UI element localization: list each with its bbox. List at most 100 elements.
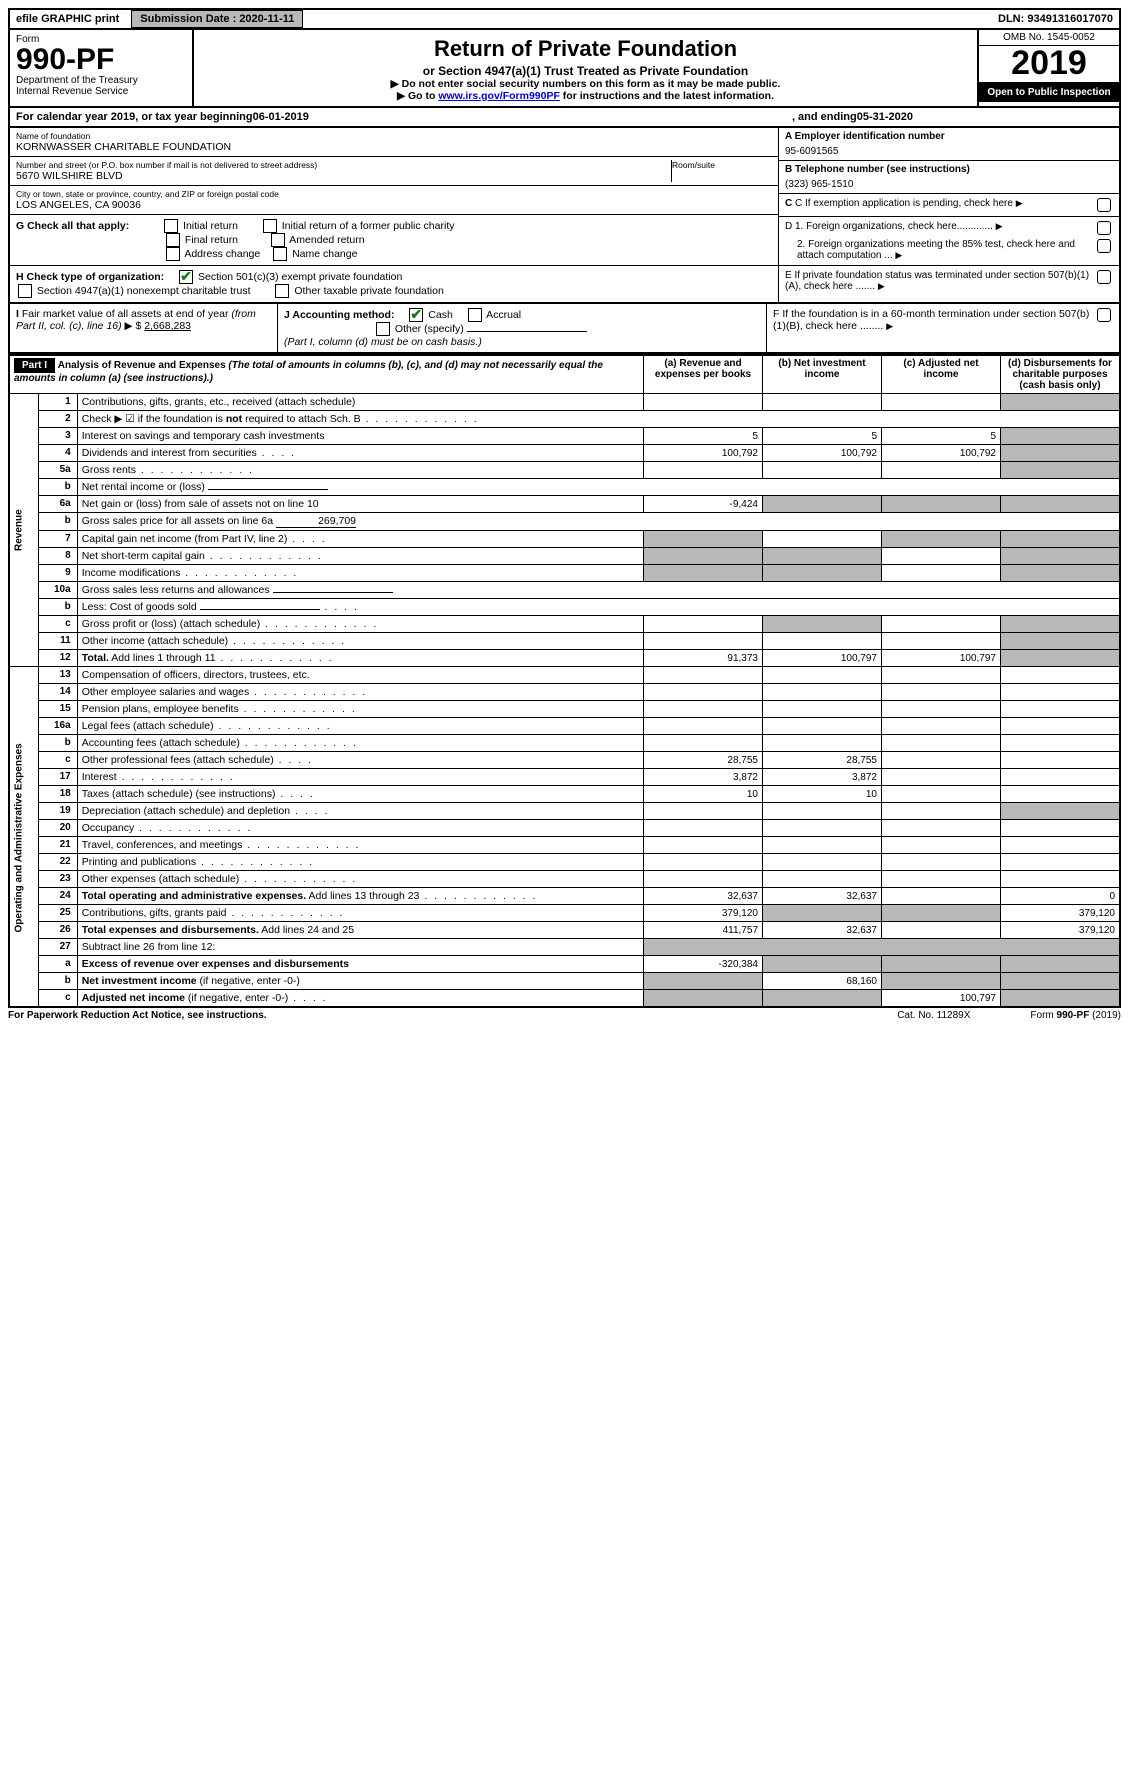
cb-60-month[interactable] — [1097, 308, 1111, 322]
cb-4947[interactable] — [18, 284, 32, 298]
cell-value — [763, 667, 882, 684]
line-desc: Depreciation (attach schedule) and deple… — [77, 803, 643, 820]
line-number: b — [38, 735, 77, 752]
cb-501c3[interactable] — [179, 270, 193, 284]
cell-value — [882, 803, 1001, 820]
cell-value — [882, 871, 1001, 888]
cell-value — [882, 922, 1001, 939]
cell-value: 3,872 — [763, 769, 882, 786]
cell-shaded — [644, 990, 763, 1008]
cell-value: 100,797 — [763, 650, 882, 667]
cell-shaded — [763, 496, 882, 513]
room-label: Room/suite — [672, 160, 772, 170]
cell-value — [882, 786, 1001, 803]
street-label: Number and street (or P.O. box number if… — [16, 160, 671, 170]
cell-value: -320,384 — [644, 956, 763, 973]
cell-shaded — [1001, 633, 1121, 650]
line-desc: Contributions, gifts, grants paid — [77, 905, 643, 922]
cb-accrual[interactable] — [468, 308, 482, 322]
expenses-label: Operating and Administrative Expenses — [9, 667, 38, 1008]
cb-exemption-pending[interactable] — [1097, 198, 1111, 212]
cb-foreign-org[interactable] — [1097, 221, 1111, 235]
cell-value — [882, 769, 1001, 786]
cell-shaded — [1001, 565, 1121, 582]
line-number: c — [38, 752, 77, 769]
cell-value: 379,120 — [1001, 905, 1121, 922]
ein-value: 95-6091565 — [785, 142, 1113, 157]
phone-value: (323) 965-1510 — [785, 175, 1113, 190]
cell-value: 5 — [882, 428, 1001, 445]
cell-value — [882, 718, 1001, 735]
cal-begin: 06-01-2019 — [253, 111, 309, 123]
table-row: 7Capital gain net income (from Part IV, … — [9, 531, 1120, 548]
phone-label: B Telephone number (see instructions) — [785, 164, 1113, 175]
cell-value — [1001, 684, 1121, 701]
line-desc: Dividends and interest from securities — [77, 445, 643, 462]
cell-value — [1001, 667, 1121, 684]
cb-amended[interactable] — [271, 233, 285, 247]
line-number: 23 — [38, 871, 77, 888]
cell-value — [763, 803, 882, 820]
cell-value — [763, 684, 882, 701]
dln-label: DLN: 93491316017070 — [992, 11, 1119, 27]
cell-value — [1001, 769, 1121, 786]
cb-final-return[interactable] — [166, 233, 180, 247]
line-number: 8 — [38, 548, 77, 565]
cell-shaded — [1001, 803, 1121, 820]
cell-value: 68,160 — [763, 973, 882, 990]
cb-cash[interactable] — [409, 308, 423, 322]
header-right: OMB No. 1545-0052 2019 Open to Public In… — [977, 30, 1119, 106]
cb-name-change[interactable] — [273, 247, 287, 261]
line-number: 2 — [38, 411, 77, 428]
line-desc: Excess of revenue over expenses and disb… — [77, 956, 643, 973]
cb-status-terminated[interactable] — [1097, 270, 1111, 284]
cell-value: 100,792 — [882, 445, 1001, 462]
cell-value: 32,637 — [763, 888, 882, 905]
submission-date-button[interactable]: Submission Date : 2020-11-11 — [131, 10, 303, 28]
h-label: H Check type of organization: — [16, 271, 164, 283]
col-d: (d) Disbursements for charitable purpose… — [1001, 355, 1121, 394]
cell-value — [644, 735, 763, 752]
cell-value — [644, 803, 763, 820]
tax-year: 2019 — [979, 46, 1119, 83]
table-row: 2Check ▶ ☑ if the foundation is not requ… — [9, 411, 1120, 428]
cell-value — [644, 633, 763, 650]
footer-left: For Paperwork Reduction Act Notice, see … — [8, 1010, 267, 1021]
cell-value: 100,797 — [882, 990, 1001, 1008]
ijf-row: I Fair market value of all assets at end… — [8, 304, 1121, 354]
fmv-value: 2,668,283 — [144, 320, 191, 332]
ein-label: A Employer identification number — [785, 131, 1113, 142]
line-desc: Adjusted net income (if negative, enter … — [77, 990, 643, 1008]
cell-value — [763, 718, 882, 735]
line-desc: Net rental income or (loss) — [77, 479, 1120, 496]
part1-title: Analysis of Revenue and Expenses — [58, 360, 226, 371]
cell-value — [644, 871, 763, 888]
line-number: 10a — [38, 582, 77, 599]
line-desc: Gross rents — [77, 462, 643, 479]
cb-initial-return[interactable] — [164, 219, 178, 233]
cb-initial-former[interactable] — [263, 219, 277, 233]
cb-address-change[interactable] — [166, 247, 180, 261]
cell-value — [763, 871, 882, 888]
line-desc: Net short-term capital gain — [77, 548, 643, 565]
part1-table: Part I Analysis of Revenue and Expenses … — [8, 354, 1121, 1008]
table-row: aExcess of revenue over expenses and dis… — [9, 956, 1120, 973]
g-label: G Check all that apply: — [16, 220, 129, 232]
page-footer: For Paperwork Reduction Act Notice, see … — [8, 1008, 1121, 1021]
table-row: Operating and Administrative Expenses13C… — [9, 667, 1120, 684]
cell-value — [644, 854, 763, 871]
col-a: (a) Revenue and expenses per books — [644, 355, 763, 394]
d2-row: 2. Foreign organizations meeting the 85%… — [779, 235, 1119, 266]
cb-other-taxable[interactable] — [275, 284, 289, 298]
line-desc: Other income (attach schedule) — [77, 633, 643, 650]
table-row: 12Total. Add lines 1 through 1191,373100… — [9, 650, 1120, 667]
table-row: 4Dividends and interest from securities1… — [9, 445, 1120, 462]
instructions-link[interactable]: www.irs.gov/Form990PF — [438, 90, 560, 102]
line-desc: Income modifications — [77, 565, 643, 582]
cell-value — [763, 820, 882, 837]
cb-other-method[interactable] — [376, 322, 390, 336]
table-row: bAccounting fees (attach schedule) — [9, 735, 1120, 752]
line-desc: Other professional fees (attach schedule… — [77, 752, 643, 769]
cell-shaded — [1001, 496, 1121, 513]
cb-foreign-85[interactable] — [1097, 239, 1111, 253]
